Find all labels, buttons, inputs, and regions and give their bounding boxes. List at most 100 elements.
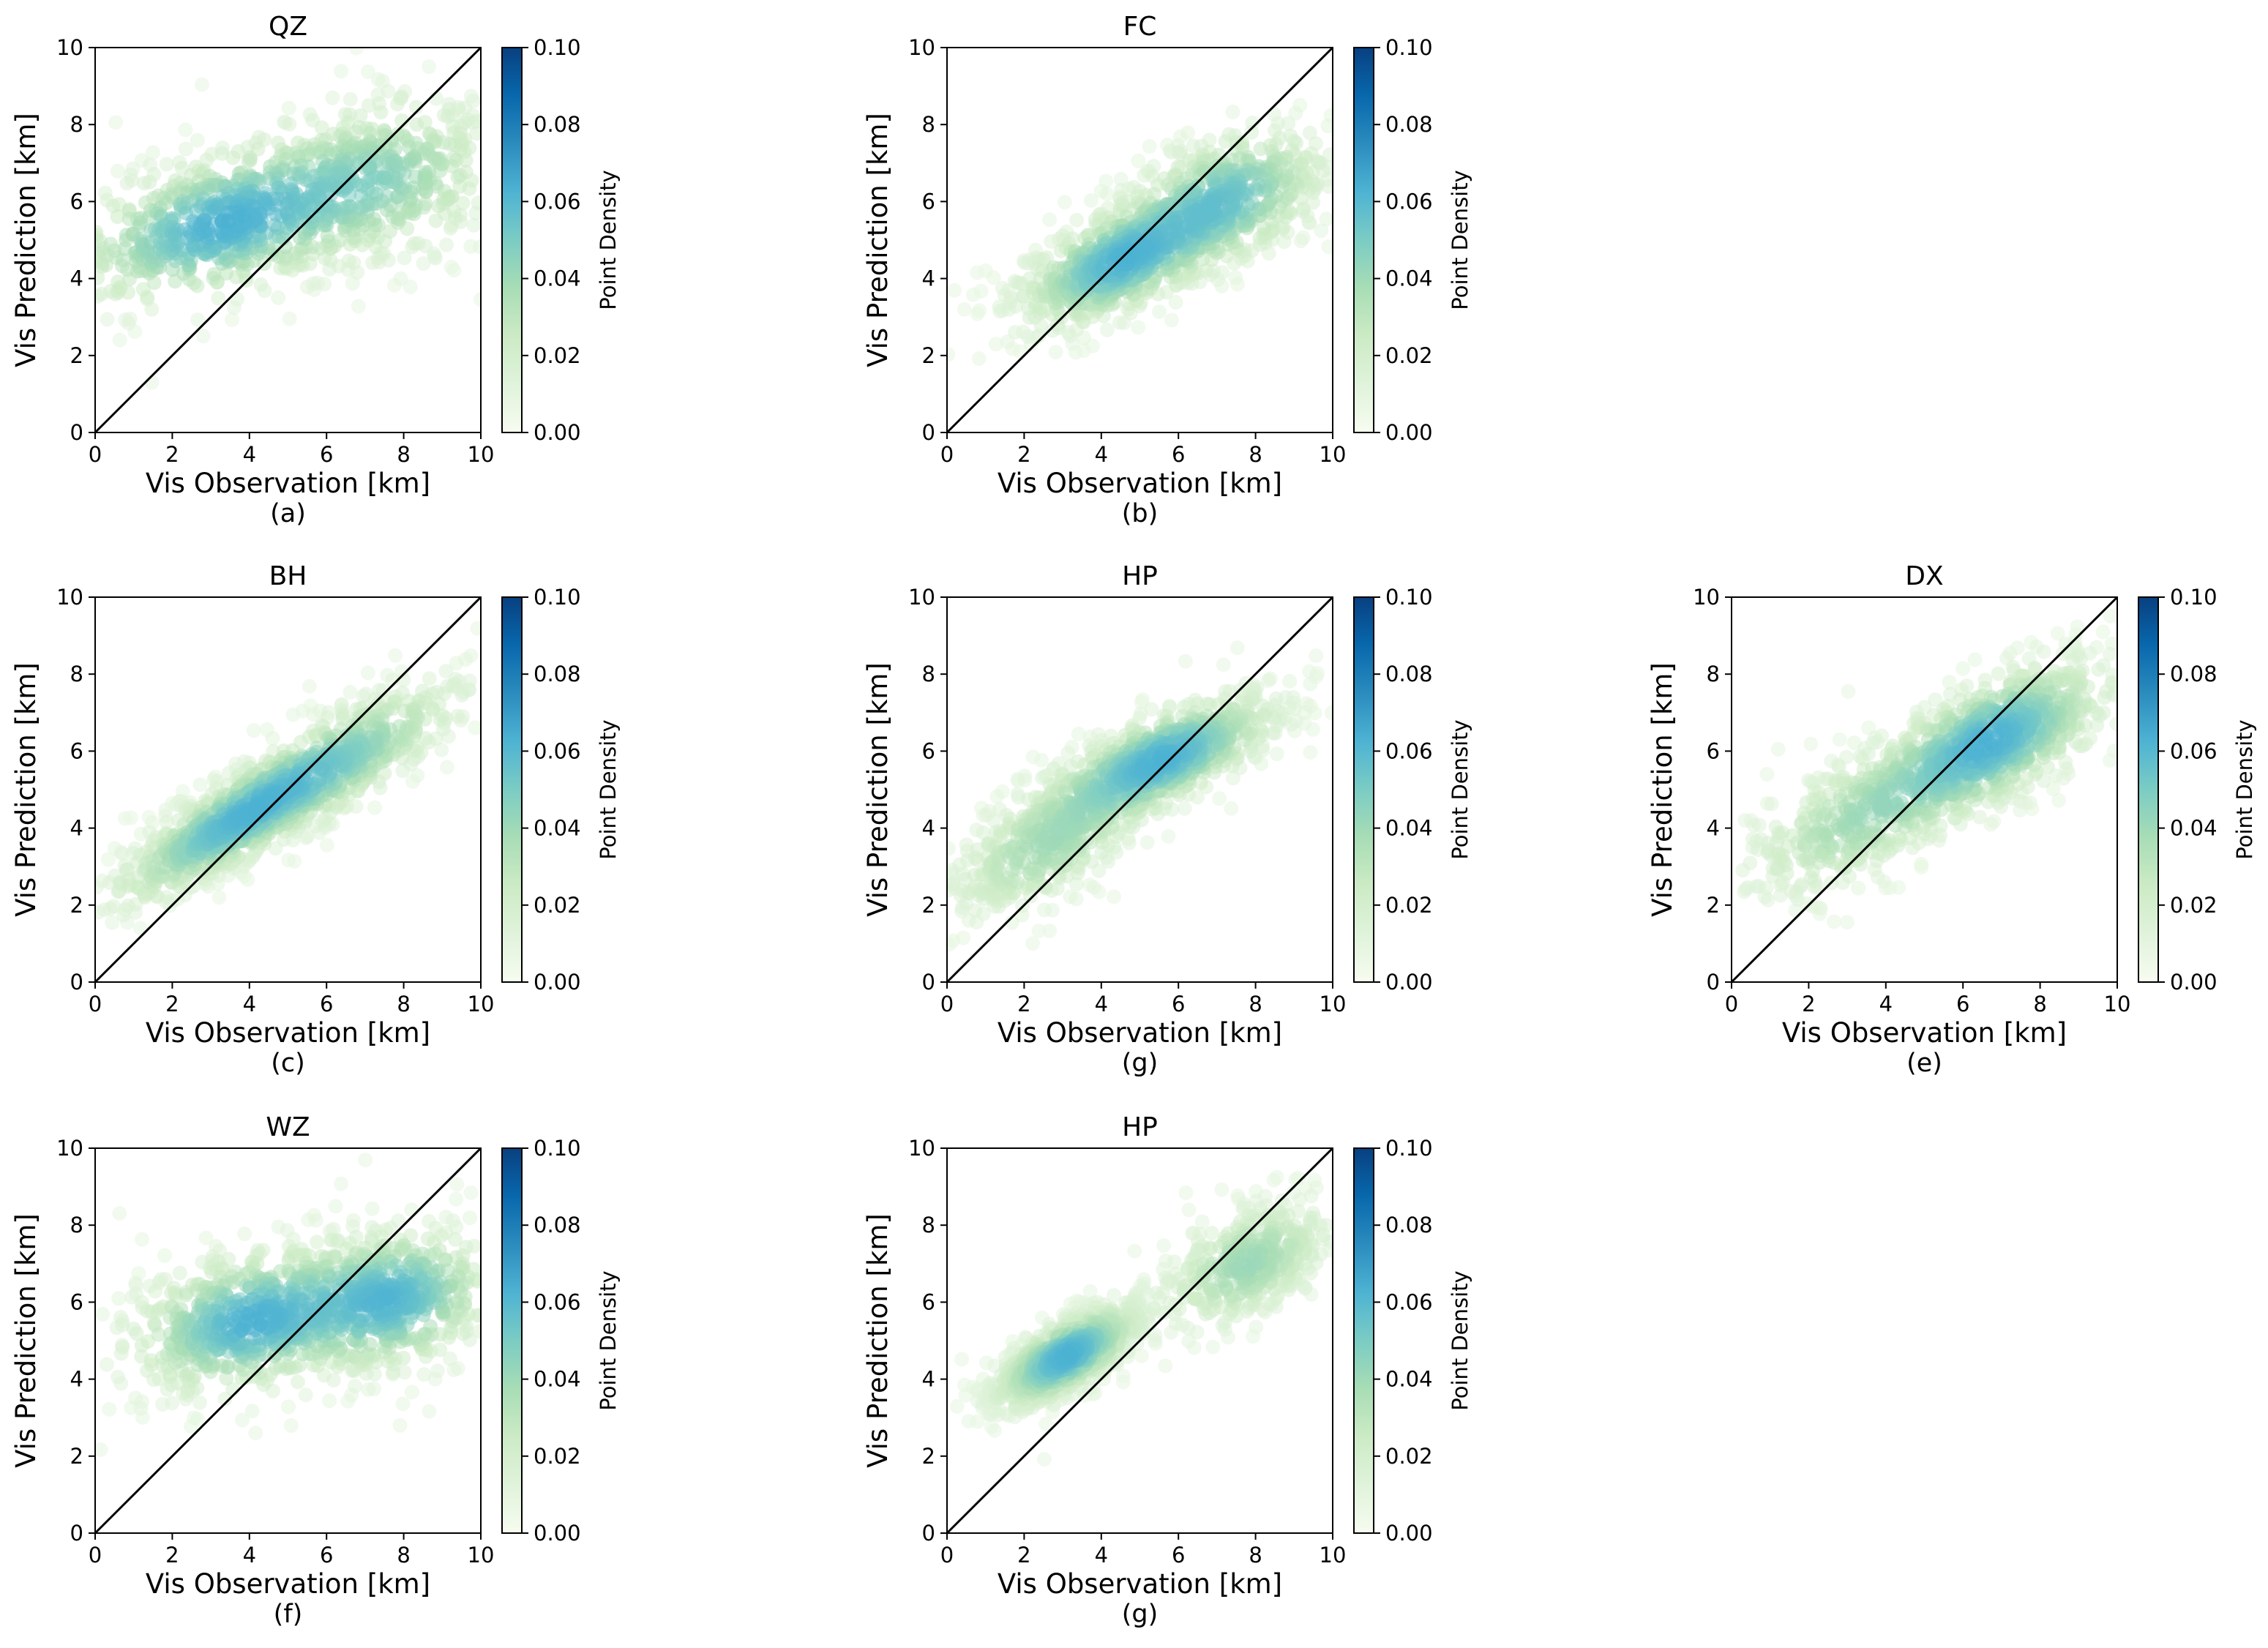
data-point: [408, 100, 424, 115]
data-point: [450, 170, 465, 185]
data-point: [356, 689, 371, 704]
subplot-title: FC: [1123, 12, 1157, 42]
data-point: [1106, 889, 1121, 904]
data-point: [1139, 835, 1155, 850]
density-points: [95, 48, 481, 390]
data-point: [206, 266, 222, 282]
x-tick-label: 0: [89, 442, 102, 467]
colorbar-tick-label: 0.06: [534, 738, 581, 763]
data-point: [1071, 727, 1086, 741]
reference-line: [94, 46, 482, 434]
data-point: [2106, 744, 2117, 759]
colorbar-tick-label: 0.04: [1385, 816, 1433, 841]
colorbar-tick-label: 0.06: [1385, 738, 1433, 763]
x-tick-label: 2: [1017, 442, 1030, 467]
colorbar-label: Point Density: [1448, 719, 1472, 859]
colorbar-label: Point Density: [1448, 170, 1472, 310]
data-point: [1180, 125, 1196, 141]
x-tick-label: 8: [1249, 442, 1262, 467]
data-point: [1164, 312, 1179, 328]
data-point: [416, 256, 431, 271]
x-tick-label: 10: [1320, 992, 1347, 1016]
data-point: [306, 276, 321, 291]
data-point: [434, 742, 449, 757]
data-point: [408, 169, 423, 184]
y-tick-label: 8: [922, 662, 935, 686]
data-point: [947, 841, 956, 856]
data-point: [1764, 796, 1779, 812]
data-point: [302, 678, 317, 694]
x-tick-label: 4: [1095, 992, 1108, 1016]
data-point: [345, 276, 360, 291]
data-point: [1048, 345, 1063, 360]
colorbar-tick-label: 0.02: [534, 343, 581, 368]
subplot-title: QZ: [269, 12, 307, 42]
y-tick-label: 10: [908, 585, 935, 610]
reference-line: [946, 596, 1334, 984]
data-point: [111, 274, 126, 290]
density-points: [1735, 608, 2117, 930]
data-point: [1042, 212, 1057, 228]
data-point: [271, 290, 286, 305]
data-point: [973, 283, 989, 299]
colorbar-tick-label: 0.10: [1385, 35, 1433, 60]
colorbar-tick-label: 0.00: [534, 420, 581, 445]
data-point: [1324, 705, 1333, 721]
data-point: [470, 621, 481, 636]
x-tick-label: 2: [1017, 992, 1030, 1016]
data-point: [1212, 791, 1227, 806]
data-point: [282, 116, 297, 132]
data-point: [159, 814, 174, 830]
data-point: [1967, 652, 1983, 667]
y-tick-label: 2: [70, 343, 83, 368]
data-point: [222, 214, 237, 229]
y-axis-label: Vis Prediction [km]: [10, 113, 42, 367]
data-point: [282, 311, 297, 326]
data-point: [373, 105, 389, 120]
colorbar-tick-label: 0.00: [1385, 970, 1433, 995]
x-axis-label: Vis Observation [km]: [998, 468, 1282, 499]
data-point: [190, 312, 206, 328]
data-point: [211, 291, 226, 306]
colorbar-tick-label: 0.08: [1385, 112, 1433, 137]
y-tick-label: 6: [922, 189, 935, 214]
x-tick-label: 10: [468, 992, 495, 1016]
data-point: [106, 899, 121, 914]
colorbar-tick-label: 0.10: [534, 35, 581, 60]
x-tick-label: 8: [397, 442, 410, 467]
data-point: [1082, 877, 1097, 893]
data-point: [1225, 771, 1240, 786]
data-point: [971, 351, 987, 366]
data-point: [105, 915, 120, 930]
data-point: [1320, 119, 1333, 133]
data-point: [360, 665, 375, 681]
data-point: [115, 846, 130, 861]
data-point: [1743, 855, 1758, 871]
data-point: [253, 277, 269, 292]
data-point: [341, 253, 356, 269]
x-tick-label: 10: [468, 442, 495, 467]
data-point: [1288, 105, 1303, 121]
colorbar-tick-label: 0.08: [534, 112, 581, 137]
data-point: [439, 237, 454, 252]
colorbar-tick-label: 0.08: [534, 662, 581, 686]
data-point: [110, 163, 125, 179]
data-point: [444, 259, 459, 274]
data-point: [1168, 295, 1183, 310]
data-point: [1218, 134, 1233, 149]
data-point: [433, 163, 448, 179]
data-point: [976, 825, 991, 840]
data-point: [110, 209, 125, 224]
data-point: [1956, 661, 1971, 676]
data-point: [1244, 124, 1260, 140]
data-point: [956, 930, 971, 945]
data-point: [1216, 657, 1231, 673]
colorbar-gradient: [501, 596, 523, 983]
data-point: [1152, 304, 1167, 319]
data-point: [145, 145, 160, 160]
data-point: [2018, 771, 2034, 787]
data-point: [1025, 936, 1040, 951]
